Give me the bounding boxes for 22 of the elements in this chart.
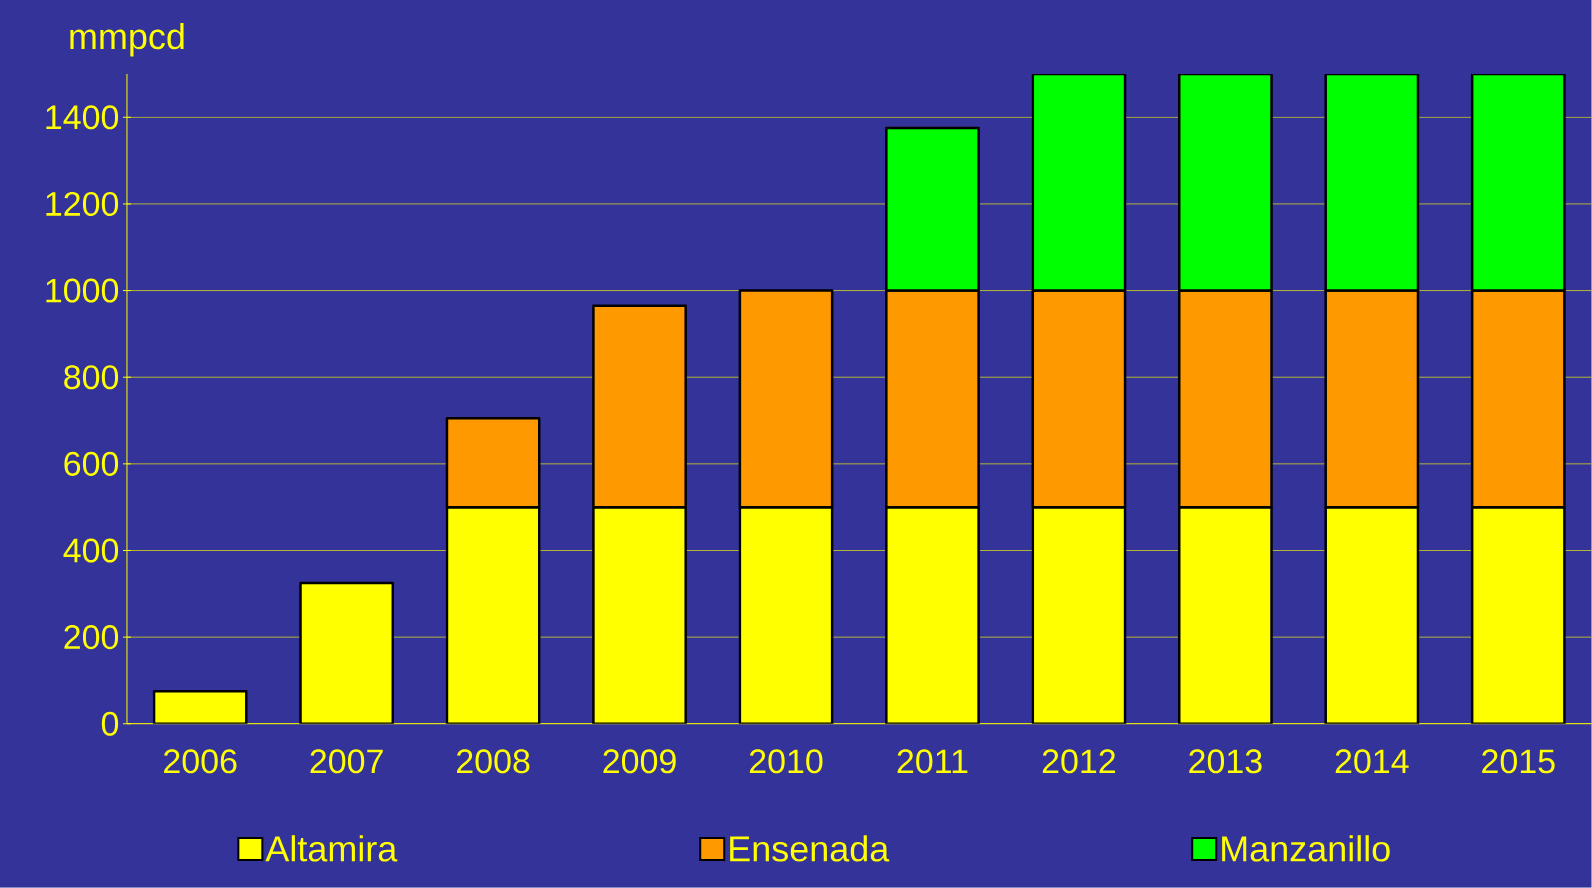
y-tick-label: 1200 xyxy=(46,192,119,217)
x-tick-label: 2007 xyxy=(310,749,383,774)
x-tick-label: 2011 xyxy=(897,749,968,774)
legend-label: Altamira xyxy=(265,835,398,862)
x-tick-label: 2009 xyxy=(603,749,676,774)
legend-label: Ensenada xyxy=(730,835,890,862)
y-axis-title: mmpcd xyxy=(70,23,184,57)
y-tick-label: 1400 xyxy=(46,105,119,130)
x-tick-label: 2015 xyxy=(1482,749,1555,774)
y-tick-label: 600 xyxy=(64,451,119,477)
x-tick-label: 2008 xyxy=(457,749,530,774)
y-tick-label: 0 xyxy=(101,711,119,736)
y-tick-label: 800 xyxy=(64,365,119,390)
y-tick-label: 1000 xyxy=(46,278,119,303)
x-tick-label: 2010 xyxy=(749,749,823,774)
x-tick-label: 2014 xyxy=(1335,749,1409,774)
x-tick-label: 2012 xyxy=(1042,749,1116,774)
x-tick-label: 2006 xyxy=(164,749,237,774)
y-tick-label: 200 xyxy=(64,625,119,650)
x-tick-label: 2013 xyxy=(1189,749,1262,774)
y-tick-label: 400 xyxy=(63,538,119,563)
legend-label: Manzanillo xyxy=(1222,835,1390,862)
